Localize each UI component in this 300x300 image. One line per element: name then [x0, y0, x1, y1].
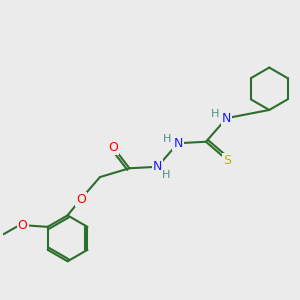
- Text: O: O: [18, 219, 28, 232]
- Text: S: S: [223, 154, 231, 166]
- Text: H: H: [163, 134, 171, 144]
- Text: H: H: [211, 109, 219, 119]
- Text: N: N: [173, 137, 183, 150]
- Text: O: O: [76, 193, 86, 206]
- Text: N: N: [222, 112, 231, 125]
- Text: O: O: [108, 141, 118, 154]
- Text: H: H: [161, 170, 170, 180]
- Text: N: N: [153, 160, 162, 173]
